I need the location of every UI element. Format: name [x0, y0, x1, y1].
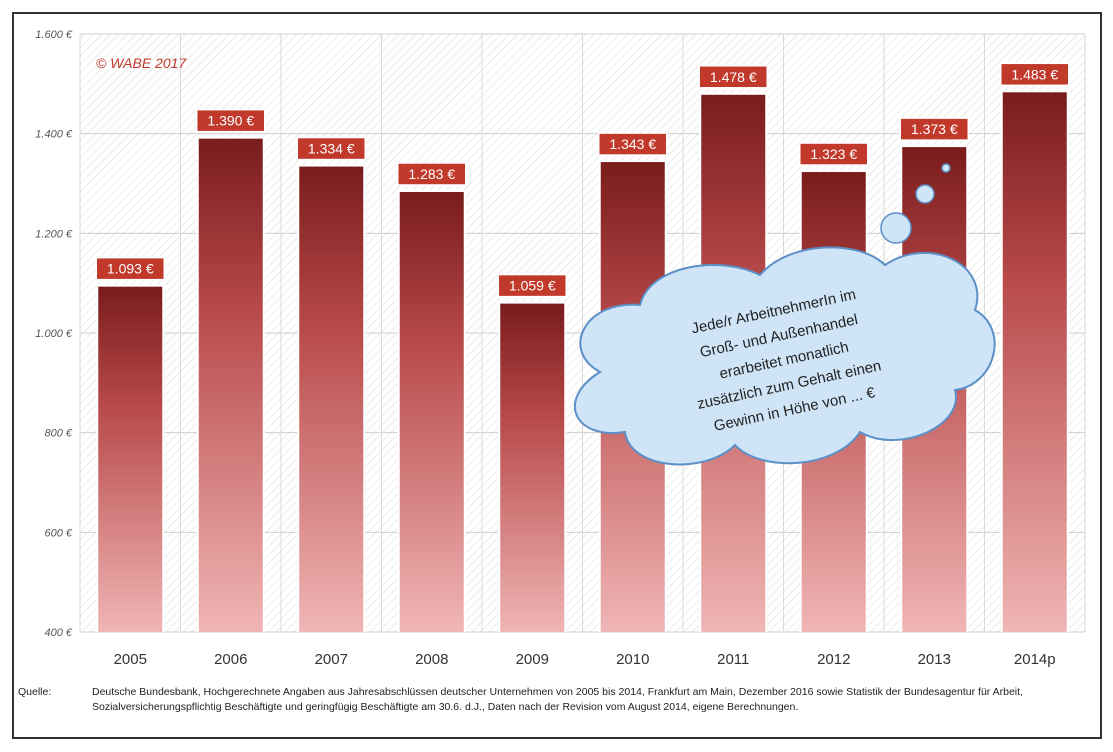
x-tick-label: 2013 — [918, 651, 951, 668]
bar-2008 — [399, 191, 464, 632]
value-label-box — [799, 142, 869, 166]
x-tick-label: 2008 — [415, 651, 448, 668]
x-tick-label: 2007 — [315, 651, 348, 668]
cloud-shape — [573, 246, 996, 466]
source-text: Deutsche Bundesbank, Hochgerechnete Anga… — [92, 686, 1023, 713]
value-label-box — [598, 132, 668, 156]
x-tick-label: 2006 — [214, 651, 247, 668]
value-label: 1.093 € — [107, 261, 154, 277]
x-tick-label: 2009 — [516, 651, 549, 668]
copyright-text: © WABE 2017 — [96, 55, 187, 71]
bar-2014p — [1002, 92, 1067, 633]
bar-chart: 400 € 600 € 800 € 1.000 € 1.200 € 1.400 € 1.60… — [35, 29, 1086, 668]
value-label: 1.478 € — [710, 69, 757, 85]
value-label: 1.373 € — [911, 121, 958, 137]
value-label: 1.059 € — [509, 278, 556, 294]
value-label-box — [95, 256, 165, 281]
value-label-box — [397, 162, 467, 186]
y-tick-label: 800 € — [44, 428, 72, 440]
value-label: 1.343 € — [609, 136, 656, 152]
y-tick-label: 1.600 € — [35, 29, 73, 41]
value-label-box — [698, 65, 768, 89]
value-label-box — [296, 136, 366, 161]
y-tick-label: 1.200 € — [35, 228, 73, 240]
x-tick-label: 2005 — [114, 651, 147, 668]
y-tick-label: 1.400 € — [35, 129, 73, 141]
value-label: 1.334 € — [308, 141, 355, 157]
value-label: 1.283 € — [408, 166, 455, 182]
bar-2005 — [98, 286, 163, 632]
bar-2007 — [299, 166, 364, 632]
value-label: 1.483 € — [1011, 66, 1058, 82]
value-label-box — [196, 108, 266, 133]
value-label-box — [1000, 62, 1070, 87]
y-tick-label: 600 € — [44, 527, 72, 539]
bar-2006 — [198, 138, 263, 632]
x-tick-label: 2012 — [817, 651, 850, 668]
value-label: 1.390 € — [207, 113, 254, 129]
x-tick-label: 2011 — [717, 651, 749, 668]
x-tick-label: 2014p — [1014, 651, 1056, 668]
y-tick-label: 1.000 € — [35, 328, 73, 340]
thought-cloud-callout: Jede/r ArbeitnehmerIn im Groß- und Außen… — [573, 163, 996, 466]
y-tick-label: 400 € — [44, 627, 72, 639]
source-label: Quelle: — [18, 686, 52, 698]
value-label-box — [497, 273, 567, 298]
bar-2009 — [500, 303, 565, 632]
x-tick-label: 2010 — [616, 651, 649, 668]
value-label-box — [899, 117, 969, 141]
value-label: 1.323 € — [810, 146, 857, 162]
